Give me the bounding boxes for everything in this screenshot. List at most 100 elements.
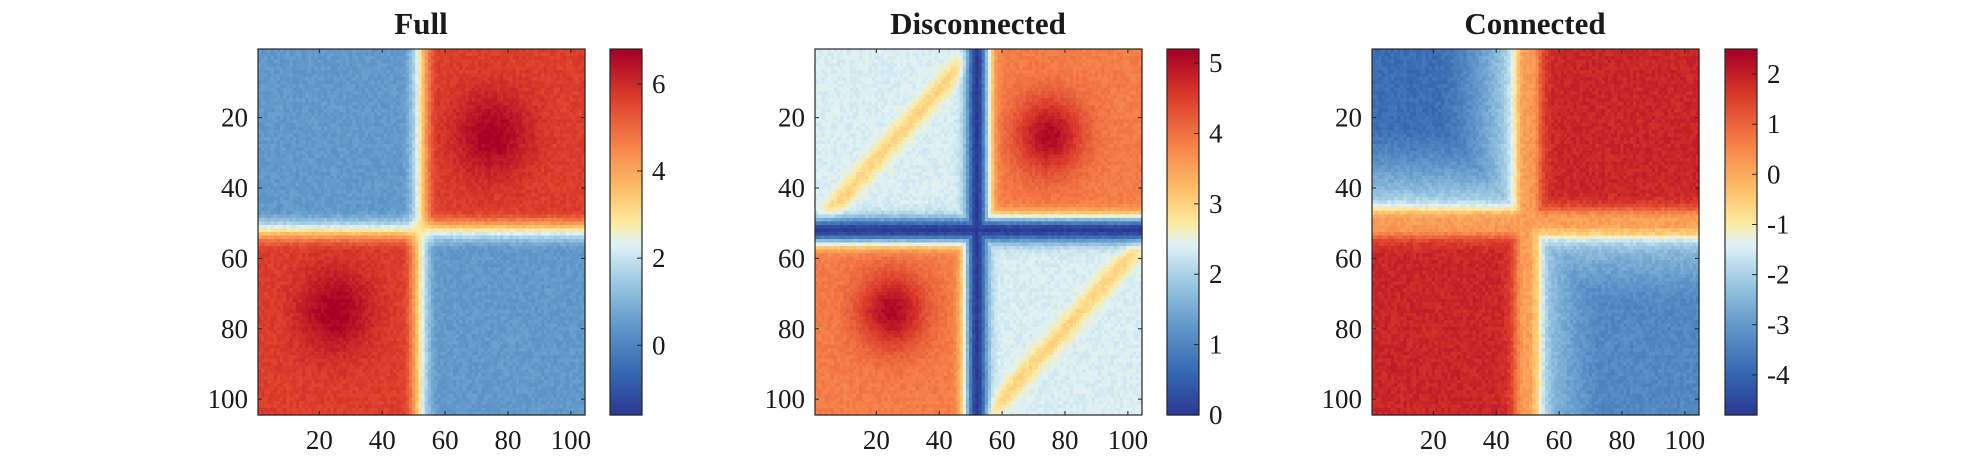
heatmap-cell [270, 94, 275, 99]
heatmap-cell [298, 101, 303, 106]
heatmap-cell [346, 56, 350, 61]
heatmap-cell [377, 108, 382, 113]
heatmap-cell [364, 105, 369, 110]
heatmap-cell [402, 94, 407, 99]
heatmap-cell [374, 63, 379, 68]
heatmap-cell [390, 66, 394, 71]
heatmap-cell [456, 63, 460, 68]
heatmap-cell [346, 84, 350, 89]
heatmap-cell [412, 63, 416, 68]
heatmap-cell [349, 101, 353, 106]
heatmap-cell [324, 105, 328, 110]
heatmap-cell [349, 56, 353, 61]
heatmap-cell [261, 91, 265, 96]
heatmap-cell [569, 63, 574, 68]
heatmap-cell [280, 80, 284, 85]
heatmap-cell [459, 94, 463, 99]
heatmap-cell [446, 87, 451, 92]
heatmap-cell [550, 112, 555, 117]
heatmap-cell [487, 112, 492, 117]
heatmap-cell [474, 84, 479, 89]
heatmap-cell [490, 73, 495, 78]
heatmap-cell [512, 73, 517, 78]
heatmap-cell [528, 84, 533, 89]
heatmap-cell [515, 52, 520, 57]
heatmap-cell [261, 84, 265, 89]
heatmap-cell [443, 59, 448, 64]
heatmap-cell [302, 70, 306, 75]
heatmap-cell [468, 84, 473, 89]
heatmap-cell [383, 94, 388, 99]
heatmap-cell [496, 91, 501, 96]
heatmap-cell [462, 94, 467, 99]
heatmap-cell [437, 105, 441, 110]
heatmap-cell [443, 94, 448, 99]
heatmap-cell [550, 108, 555, 113]
heatmap-cell [484, 87, 489, 92]
heatmap-cell [531, 52, 536, 57]
heatmap-cell [471, 91, 476, 96]
heatmap-cell [314, 52, 319, 57]
heatmap-cell [550, 49, 555, 54]
heatmap-cell [503, 52, 507, 57]
heatmap-cell [386, 59, 391, 64]
heatmap-cell [415, 52, 419, 57]
heatmap-cell [292, 70, 297, 75]
heatmap-cell [468, 94, 473, 99]
heatmap-cell [358, 73, 363, 78]
heatmap-cell [346, 59, 350, 64]
heatmap-cell [314, 87, 319, 92]
heatmap-cell [427, 59, 432, 64]
heatmap-cell [446, 80, 451, 85]
heatmap-cell [368, 84, 372, 89]
heatmap-cell [540, 105, 545, 110]
heatmap-cell [440, 73, 445, 78]
heatmap-cell [333, 80, 338, 85]
heatmap-cell [355, 108, 360, 113]
heatmap-cell [339, 84, 344, 89]
heatmap-cell [377, 80, 382, 85]
heatmap-cell [509, 56, 514, 61]
heatmap-cell [512, 77, 517, 82]
heatmap-cell [500, 70, 504, 75]
heatmap-cell [320, 105, 325, 110]
heatmap-cell [264, 70, 269, 75]
heatmap-cell [484, 77, 489, 82]
heatmap-cell [468, 77, 473, 82]
heatmap-cell [270, 49, 275, 54]
heatmap-cell [402, 91, 407, 96]
heatmap-cell [264, 49, 269, 54]
heatmap-cell [327, 52, 331, 57]
heatmap-cell [456, 66, 460, 71]
heatmap-cell [289, 66, 294, 71]
heatmap-cell [267, 91, 272, 96]
heatmap-cell [346, 66, 350, 71]
heatmap-cell [518, 101, 523, 106]
heatmap-cell [427, 105, 432, 110]
heatmap-cell [474, 80, 479, 85]
heatmap-cell [496, 94, 501, 99]
heatmap-cell [339, 98, 344, 103]
heatmap-cell [399, 94, 404, 99]
heatmap-cell [540, 56, 545, 61]
heatmap-cell [339, 108, 344, 113]
heatmap-cell [270, 73, 275, 78]
heatmap-cell [437, 77, 441, 82]
heatmap-cell [465, 108, 470, 113]
heatmap-cell [487, 77, 492, 82]
heatmap-cell [449, 73, 454, 78]
heatmap-cell [383, 49, 388, 54]
heatmap-cell [465, 91, 470, 96]
heatmap-cell [572, 63, 577, 68]
heatmap-cell [361, 98, 366, 103]
heatmap-cell [534, 94, 539, 99]
heatmap-cell [339, 77, 344, 82]
heatmap-cell [506, 70, 511, 75]
heatmap-cell [298, 63, 303, 68]
heatmap-cell [509, 49, 514, 54]
heatmap-cell [320, 98, 325, 103]
heatmap-cell [349, 98, 353, 103]
heatmap-cell [562, 73, 567, 78]
heatmap-cell [528, 91, 533, 96]
heatmap-cell [531, 49, 536, 54]
